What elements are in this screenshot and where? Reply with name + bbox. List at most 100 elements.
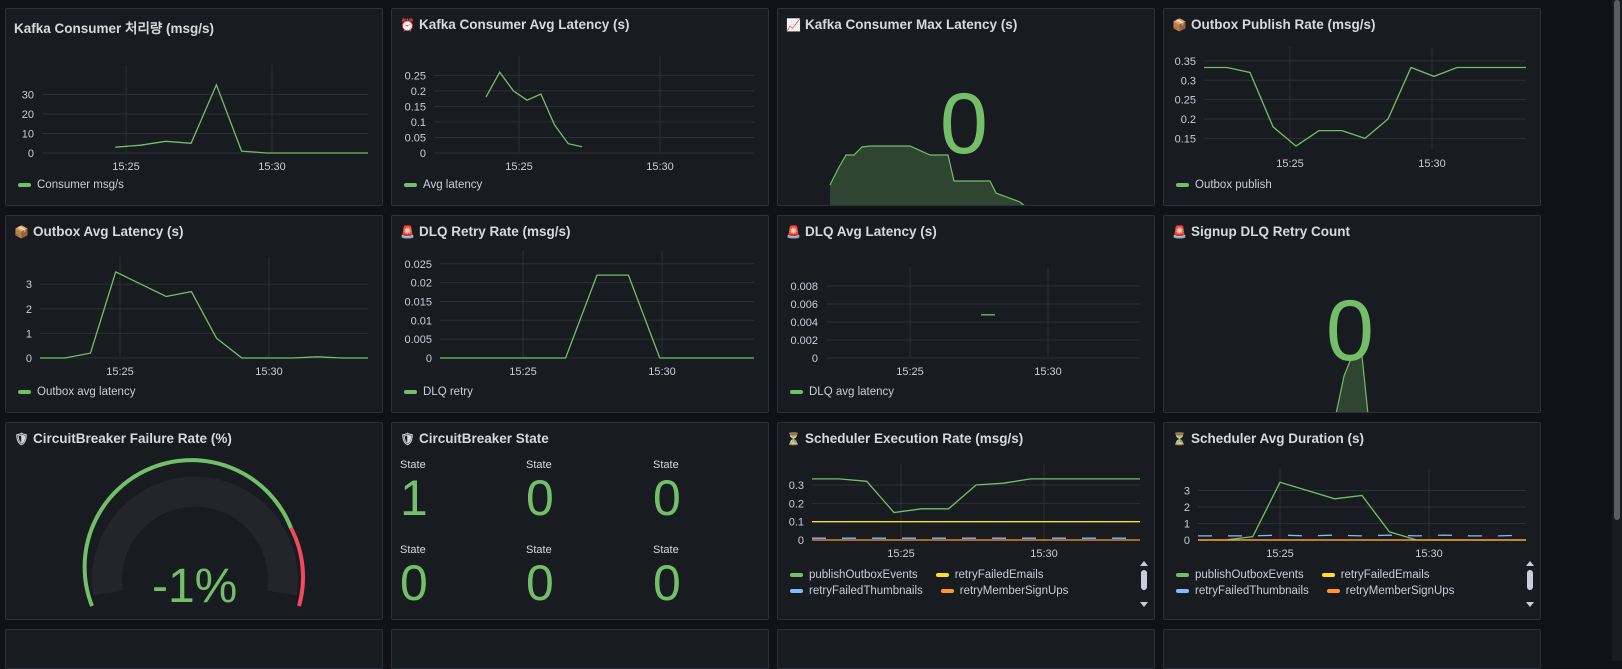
panel-row4-1[interactable] — [5, 629, 383, 669]
legend: publishOutboxEvents retryFailedEmails re… — [790, 569, 1120, 597]
series-line — [1204, 66, 1526, 147]
y-tick-label: 20 — [22, 109, 34, 121]
y-tick-label: 2 — [26, 304, 32, 316]
panel-title: 📦 Outbox Avg Latency (s) — [14, 224, 184, 239]
y-tick-label: 0.15 — [1175, 133, 1196, 145]
legend-item-outbox-avg-latency[interactable]: Outbox avg latency — [18, 386, 135, 398]
sparkline-area — [1336, 356, 1368, 412]
y-tick-label: 3 — [26, 279, 32, 291]
y-tick-label: 0.015 — [404, 296, 432, 308]
y-tick-label: 1 — [26, 328, 32, 340]
x-tick-label: 15:30 — [258, 161, 286, 173]
panel-dlq-avg-latency[interactable]: 🚨 DLQ Avg Latency (s) 0 0.002 0.004 0.006 0.0… — [777, 215, 1155, 413]
y-tick-label: 0.25 — [1175, 95, 1196, 107]
y-tick-label: 2 — [1184, 502, 1190, 514]
siren-icon: 🚨 — [1172, 224, 1187, 239]
page-scrollbar[interactable] — [1612, 0, 1622, 661]
legend-item-retry-failed-thumbnails[interactable]: retryFailedThumbnails — [1176, 585, 1309, 597]
legend-item-retry-failed-emails[interactable]: retryFailedEmails — [935, 569, 1044, 581]
legend-item-avg-latency[interactable]: Avg latency — [404, 179, 482, 191]
legend-scrollbar[interactable] — [1140, 561, 1148, 613]
legend-scrollbar[interactable] — [1526, 561, 1534, 613]
panel-outbox-publish-rate[interactable]: 📦 Outbox Publish Rate (msg/s) 0.15 0.2 0.25… — [1163, 8, 1541, 206]
legend-item-retry-failed-emails[interactable]: retryFailedEmails — [1321, 569, 1430, 581]
legend-item-retry-member-signups[interactable]: retryMemberSignUps — [940, 585, 1068, 597]
chart-scheduler-avg-duration: 0 1 2 3 15:25 15:30 — [1184, 469, 1527, 560]
legend-item-publish-outbox-events[interactable]: publishOutboxEvents — [1176, 569, 1304, 581]
panel-circuitbreaker-failure-rate[interactable]: 🛡 CircuitBreaker Failure Rate (%) -1% — [5, 422, 383, 620]
shield-icon: 🛡 — [14, 431, 30, 446]
panel-row4-2[interactable] — [391, 629, 769, 669]
legend-item-retry-failed-thumbnails[interactable]: retryFailedThumbnails — [790, 585, 923, 597]
x-tick-label: 15:25 — [1266, 548, 1294, 560]
y-tick-label: 0.1 — [411, 117, 426, 129]
y-tick-label: 0.15 — [405, 101, 426, 113]
x-tick-label: 15:30 — [1418, 158, 1446, 170]
legend-item-retry-member-signups[interactable]: retryMemberSignUps — [1326, 585, 1454, 597]
legend-item-consumer[interactable]: Consumer msg/s — [18, 179, 124, 191]
y-tick-label: 0.1 — [789, 517, 804, 529]
panel-title: 🚨 DLQ Avg Latency (s) — [786, 224, 937, 239]
chart-kafka-consumer-avg-latency: 0 0.05 0.1 0.15 0.2 0.25 15:25 15:30 — [405, 56, 754, 173]
x-tick-label: 15:30 — [1030, 548, 1058, 560]
y-tick-label: 0.25 — [405, 70, 426, 82]
panel-row4-4[interactable] — [1163, 629, 1541, 669]
page-scrollbar-thumb[interactable] — [1614, 0, 1620, 520]
y-tick-label: 0 — [28, 148, 34, 160]
panel-title: 📦 Outbox Publish Rate (msg/s) — [1172, 17, 1376, 32]
y-tick-label: 0.005 — [404, 334, 432, 346]
chart-dlq-avg-latency: 0 0.002 0.004 0.006 0.008 15:25 15:30 — [790, 267, 1140, 378]
legend-item-publish-outbox-events[interactable]: publishOutboxEvents — [790, 569, 918, 581]
series-line — [440, 274, 754, 359]
panel-dlq-retry-rate[interactable]: 🚨 DLQ Retry Rate (msg/s) 0 0.005 0.01 0.015 0… — [391, 215, 769, 413]
x-tick-label: 15:30 — [1415, 548, 1443, 560]
y-tick-label: 0.008 — [790, 281, 818, 293]
panel-kafka-consumer-max-latency[interactable]: 📈 Kafka Consumer Max Latency (s) 0 — [777, 8, 1155, 206]
panel-signup-dlq-retry-count[interactable]: 🚨 Signup DLQ Retry Count 0 — [1163, 215, 1541, 413]
y-tick-label: 0.3 — [789, 480, 804, 492]
gauge-value: -1% — [152, 560, 238, 613]
y-tick-label: 0 — [26, 353, 32, 365]
y-tick-label: 0 — [812, 353, 818, 365]
panel-circuitbreaker-state[interactable]: 🛡 CircuitBreaker State State 1 State 0 Stat… — [391, 422, 769, 620]
y-tick-label: 30 — [22, 90, 34, 102]
x-tick-label: 15:30 — [255, 366, 283, 378]
sparkline-line — [1335, 355, 1369, 412]
gauge-track — [92, 476, 298, 596]
gauge — [82, 458, 305, 607]
y-tick-label: 0.05 — [405, 132, 426, 144]
y-tick-label: 0.35 — [1175, 56, 1196, 68]
y-tick-label: 0.3 — [1181, 75, 1196, 87]
state-cell: State 0 — [400, 544, 428, 611]
state-cell: State 0 — [653, 544, 681, 611]
panel-row4-3[interactable] — [777, 629, 1155, 669]
legend: Outbox avg latency — [18, 386, 135, 398]
state-cell: State 0 — [526, 459, 554, 526]
panel-title: 🛡 CircuitBreaker Failure Rate (%) — [14, 431, 232, 446]
x-tick-label: 15:25 — [887, 548, 915, 560]
y-tick-label: 0.2 — [1181, 114, 1196, 126]
legend: Consumer msg/s — [18, 179, 124, 191]
y-tick-label: 0.2 — [411, 86, 426, 98]
chart-kafka-consumer-throughput: 0 10 20 30 15:25 15:30 — [22, 65, 368, 173]
alarm-clock-icon: ⏰ — [400, 17, 415, 32]
chart-increasing-icon: 📈 — [786, 17, 801, 32]
y-tick-label: 0.01 — [411, 315, 432, 327]
panel-title: ⏳ Scheduler Avg Duration (s) — [1172, 431, 1365, 446]
panel-outbox-avg-latency[interactable]: 📦 Outbox Avg Latency (s) 0 1 2 3 15:25 15:30 O… — [5, 215, 383, 413]
panel-kafka-consumer-throughput[interactable]: Kafka Consumer 처리량 (msg/s) 0 10 20 30 15:25 1… — [5, 8, 383, 206]
panel-kafka-consumer-avg-latency[interactable]: ⏰ Kafka Consumer Avg Latency (s) 0 0.05 0.1… — [391, 8, 769, 206]
state-cell: State 0 — [526, 544, 554, 611]
legend-item-dlq-avg-latency[interactable]: DLQ avg latency — [790, 386, 894, 398]
hourglass-icon: ⏳ — [1172, 431, 1187, 446]
panel-scheduler-avg-duration[interactable]: ⏳ Scheduler Avg Duration (s) 0 1 2 3 15:25 15:… — [1163, 422, 1541, 620]
legend-item-outbox-publish[interactable]: Outbox publish — [1176, 179, 1272, 191]
legend: Avg latency — [404, 179, 482, 191]
y-tick-label: 10 — [22, 129, 34, 141]
x-tick-label: 15:25 — [106, 366, 134, 378]
legend-item-dlq-retry[interactable]: DLQ retry — [404, 386, 473, 398]
chart-outbox-avg-latency: 0 1 2 3 15:25 15:30 — [26, 257, 368, 378]
panel-scheduler-execution-rate[interactable]: ⏳ Scheduler Execution Rate (msg/s) 0 0.1 0.… — [777, 422, 1155, 620]
y-tick-label: 3 — [1184, 486, 1190, 498]
chart-dlq-retry-rate: 0 0.005 0.01 0.015 0.02 0.025 15:25 15:30 — [404, 250, 754, 378]
